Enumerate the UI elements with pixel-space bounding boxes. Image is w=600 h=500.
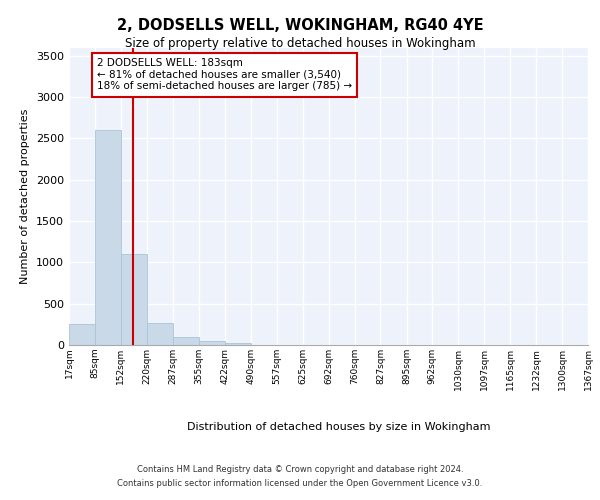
Bar [199,341,224,345]
Text: 2 DODSELLS WELL: 183sqm
← 81% of detached houses are smaller (3,540)
18% of semi: 2 DODSELLS WELL: 183sqm ← 81% of detache… [97,58,352,92]
Y-axis label: Number of detached properties: Number of detached properties [20,108,31,284]
Bar [69,324,95,345]
Text: Distribution of detached houses by size in Wokingham: Distribution of detached houses by size … [187,422,491,432]
Bar [147,322,173,345]
Bar [121,254,147,345]
Bar [173,336,199,345]
Text: 2, DODSELLS WELL, WOKINGHAM, RG40 4YE: 2, DODSELLS WELL, WOKINGHAM, RG40 4YE [116,18,484,32]
Text: Size of property relative to detached houses in Wokingham: Size of property relative to detached ho… [125,38,475,51]
Text: Contains HM Land Registry data © Crown copyright and database right 2024.
Contai: Contains HM Land Registry data © Crown c… [118,466,482,487]
Bar [95,130,121,345]
Bar [224,344,251,345]
